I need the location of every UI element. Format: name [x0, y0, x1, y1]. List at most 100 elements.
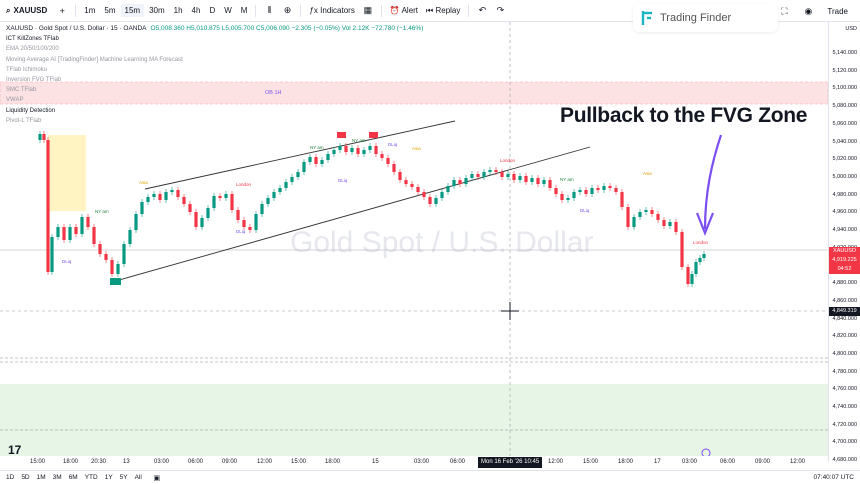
interval-4h[interactable]: 4h: [191, 6, 201, 15]
calendar-icon[interactable]: ▣: [153, 474, 161, 482]
legend-title-row: XAUUSD · Gold Spot / U.S. Dollar · 15 · …: [6, 24, 423, 34]
candle-type-icon[interactable]: ⫴: [267, 5, 272, 15]
price-tick: 5,060.000: [832, 120, 857, 127]
time-tick: 18:00: [63, 459, 79, 465]
label-dliq: DLiq: [338, 178, 348, 183]
interval-1h[interactable]: 1h: [173, 6, 183, 15]
candle-body: [356, 148, 360, 154]
fullscreen-icon[interactable]: ⛶: [781, 5, 788, 16]
price-tick: 5,020.000: [832, 156, 857, 163]
undo-icon[interactable]: ↶: [478, 5, 487, 15]
legend-indicator[interactable]: Inversion FVG TFlab: [6, 77, 62, 84]
symbol-name: XAUUSD: [13, 6, 48, 15]
range-1M[interactable]: 1M: [36, 474, 46, 481]
candle-body: [386, 158, 390, 164]
compare-icon[interactable]: ⊕: [283, 5, 292, 15]
templates-icon[interactable]: ▦: [363, 5, 373, 15]
candle-body: [392, 164, 396, 172]
time-tick: 13: [123, 459, 130, 465]
candle-body: [116, 264, 120, 274]
candle-body: [236, 210, 240, 220]
range-All[interactable]: All: [134, 474, 142, 481]
range-1Y[interactable]: 1Y: [104, 474, 113, 481]
candle-body: [506, 174, 510, 177]
candle-body: [272, 192, 276, 198]
candle-body: [446, 186, 450, 192]
trade-button[interactable]: Trade: [827, 6, 848, 16]
legend-indicator[interactable]: Pivot-L TFlab: [6, 117, 42, 124]
price-tick: 4,780.000: [832, 368, 857, 375]
legend-indicator[interactable]: Moving Average AI [TradingFinder] Machin…: [6, 56, 183, 63]
label-asia: Asia: [139, 180, 148, 185]
label-nyam: NY am: [310, 145, 324, 150]
range-5Y[interactable]: 5Y: [119, 474, 128, 481]
candle-body: [176, 190, 180, 197]
price-tick: 5,080.000: [832, 103, 857, 110]
price-tick: 4,840.000: [832, 315, 857, 322]
legend-indicator[interactable]: VWAP: [6, 97, 24, 104]
interval-M[interactable]: M: [240, 6, 248, 15]
candle-body: [694, 262, 698, 274]
interval-5m[interactable]: 5m: [104, 6, 116, 15]
annotation-text: Pullback to the FVG Zone: [560, 104, 808, 127]
utc-clock[interactable]: 07:40:07 UTC: [813, 474, 854, 481]
interval-D[interactable]: D: [209, 6, 216, 15]
price-tick: 5,120.000: [832, 67, 857, 74]
legend-ohlc: O5,008.360 H5,010.875 L5,005.700 C5,006.…: [150, 25, 424, 32]
interval-15m[interactable]: 15m: [120, 4, 145, 17]
legend-indicator[interactable]: ICT KillZones TFlab: [6, 36, 59, 43]
candle-body: [86, 217, 90, 227]
interval-30m[interactable]: 30m: [149, 6, 165, 15]
time-tick: 09:00: [755, 459, 771, 465]
asia-session-box: [48, 135, 86, 211]
divider: [75, 4, 77, 17]
indicators-button[interactable]: ƒx Indicators: [309, 6, 355, 15]
legend-indicator[interactable]: SMC TFlab: [6, 87, 37, 94]
range-1D[interactable]: 1D: [6, 474, 15, 481]
range-6M[interactable]: 6M: [68, 474, 78, 481]
range-5D[interactable]: 5D: [21, 474, 30, 481]
add-symbol-icon[interactable]: +: [59, 5, 65, 16]
time-tick: 18:00: [325, 459, 341, 465]
candle-body: [368, 146, 372, 150]
candle-body: [464, 178, 468, 184]
time-axis[interactable]: 15:00 18:00 20:30 13 03:00 06:00 09:00 12:00 15:…: [0, 456, 828, 470]
label-dliq: DLiq: [580, 208, 590, 213]
price-chart[interactable]: OB 1H Gold Spot / U.S. Dollar NY am DLiq…: [0, 22, 828, 456]
candle-body: [260, 204, 264, 214]
interval-1m[interactable]: 1m: [84, 6, 96, 15]
legend-indicator[interactable]: Liquidity Detection: [6, 107, 56, 114]
interval-W[interactable]: W: [224, 6, 232, 15]
time-tick: 20:30: [91, 459, 107, 465]
range-3M[interactable]: 3M: [52, 474, 62, 481]
candle-body: [566, 198, 570, 200]
camera-icon[interactable]: ◉: [804, 5, 813, 16]
price-tick: 5,100.000: [832, 85, 857, 92]
candle-body: [338, 146, 342, 150]
symbol-search[interactable]: ⌕ XAUUSD: [0, 0, 53, 21]
candle-body: [218, 196, 222, 198]
candle-body: [182, 197, 186, 204]
candle-body: [584, 190, 588, 194]
price-scale[interactable]: USD 5,140.000 5,120.000 5,100.000 5,080.000…: [828, 22, 860, 463]
time-tick: 12:00: [790, 459, 806, 465]
legend-indicator[interactable]: TFlab Ichimoku: [6, 66, 48, 73]
candle-body: [434, 198, 438, 204]
redo-icon[interactable]: ↷: [496, 5, 505, 15]
legend-indicator[interactable]: EMA 20/50/100/200: [6, 46, 59, 53]
candle-body: [482, 172, 486, 177]
candle-body: [362, 150, 366, 154]
fvg-zone-label: OB 1H: [265, 90, 282, 96]
range-YTD[interactable]: YTD: [84, 474, 98, 481]
candle-body: [158, 194, 162, 200]
current-symbol-label: XAUUSD: [829, 247, 860, 256]
time-tick: 09:00: [222, 459, 238, 465]
divider: [300, 4, 302, 17]
price-tick: 5,040.000: [832, 138, 857, 145]
alert-button[interactable]: ⏰ Alert: [389, 6, 419, 15]
currency-label: USD: [845, 26, 857, 32]
candle-body: [146, 197, 150, 202]
price-tick: 5,140.000: [832, 50, 857, 56]
candle-body: [644, 210, 648, 212]
replay-button[interactable]: ⏮ Replay: [426, 5, 461, 15]
